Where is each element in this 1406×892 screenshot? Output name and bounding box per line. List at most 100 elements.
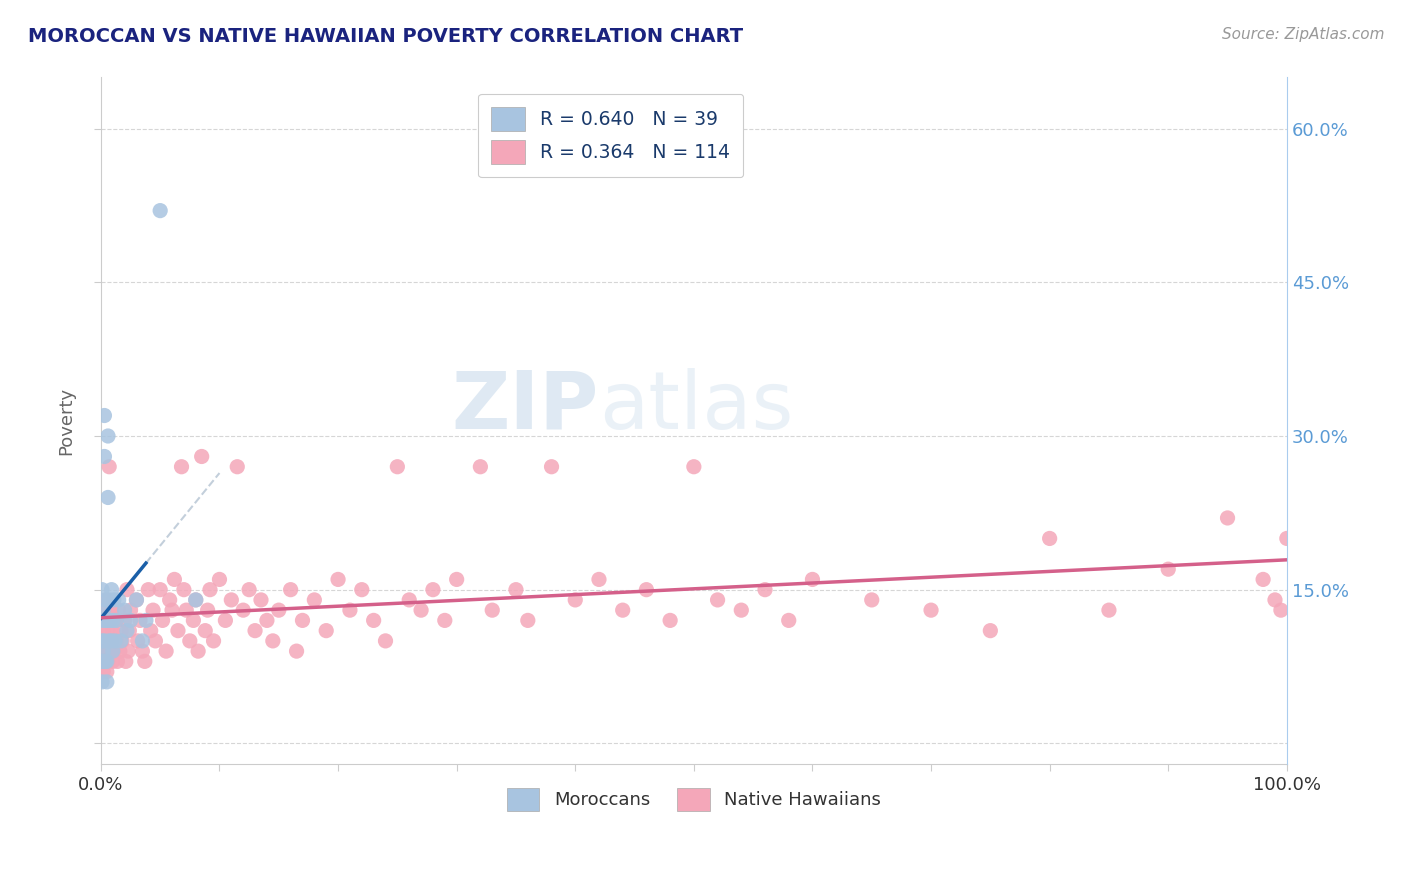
Point bbox=[1270, 603, 1292, 617]
Text: MOROCCAN VS NATIVE HAWAIIAN POVERTY CORRELATION CHART: MOROCCAN VS NATIVE HAWAIIAN POVERTY CORR… bbox=[28, 27, 744, 45]
Point bbox=[91, 614, 114, 628]
Point bbox=[363, 614, 385, 628]
Point bbox=[682, 459, 704, 474]
Point bbox=[104, 614, 127, 628]
Point bbox=[659, 614, 682, 628]
Point bbox=[94, 654, 117, 668]
Point bbox=[1098, 603, 1121, 617]
Point bbox=[96, 614, 118, 628]
Point bbox=[612, 603, 634, 617]
Point bbox=[208, 573, 231, 587]
Point bbox=[540, 459, 562, 474]
Point bbox=[202, 633, 225, 648]
Point bbox=[134, 654, 156, 668]
Point bbox=[163, 573, 186, 587]
Point bbox=[91, 614, 114, 628]
Point bbox=[100, 603, 122, 617]
Point bbox=[120, 614, 142, 628]
Point bbox=[97, 491, 120, 505]
Point bbox=[94, 614, 117, 628]
Point bbox=[145, 633, 167, 648]
Legend: Moroccans, Native Hawaiians: Moroccans, Native Hawaiians bbox=[494, 775, 894, 823]
Point bbox=[262, 633, 284, 648]
Point bbox=[198, 582, 221, 597]
Point bbox=[152, 614, 174, 628]
Point bbox=[214, 614, 236, 628]
Point bbox=[422, 582, 444, 597]
Text: Source: ZipAtlas.com: Source: ZipAtlas.com bbox=[1222, 27, 1385, 42]
Point bbox=[149, 582, 172, 597]
Point bbox=[103, 593, 125, 607]
Point bbox=[174, 603, 197, 617]
Point bbox=[93, 633, 115, 648]
Point bbox=[387, 459, 409, 474]
Point bbox=[920, 603, 942, 617]
Point bbox=[108, 644, 131, 658]
Point bbox=[100, 582, 122, 597]
Point bbox=[433, 614, 456, 628]
Point bbox=[131, 644, 153, 658]
Point bbox=[481, 603, 503, 617]
Point bbox=[291, 614, 314, 628]
Point bbox=[588, 573, 610, 587]
Point bbox=[398, 593, 420, 607]
Point bbox=[115, 582, 138, 597]
Point bbox=[243, 624, 266, 638]
Point bbox=[173, 582, 195, 597]
Point bbox=[142, 603, 165, 617]
Point bbox=[470, 459, 492, 474]
Point bbox=[190, 450, 212, 464]
Point bbox=[94, 654, 117, 668]
Point bbox=[194, 624, 217, 638]
Point bbox=[120, 603, 142, 617]
Point bbox=[149, 203, 172, 218]
Point bbox=[155, 644, 177, 658]
Point bbox=[374, 633, 396, 648]
Point bbox=[139, 624, 162, 638]
Point bbox=[103, 644, 125, 658]
Point bbox=[136, 582, 159, 597]
Point bbox=[91, 654, 114, 668]
Point bbox=[238, 582, 260, 597]
Point bbox=[221, 593, 243, 607]
Point bbox=[730, 603, 752, 617]
Point bbox=[105, 614, 128, 628]
Point bbox=[1039, 532, 1062, 546]
Point bbox=[127, 633, 149, 648]
Point bbox=[183, 614, 205, 628]
Point bbox=[167, 624, 190, 638]
Point bbox=[93, 603, 115, 617]
Point bbox=[98, 633, 121, 648]
Point bbox=[98, 614, 121, 628]
Point bbox=[100, 633, 122, 648]
Point bbox=[94, 614, 117, 628]
Point bbox=[1264, 593, 1286, 607]
Point bbox=[101, 614, 124, 628]
Point bbox=[339, 603, 361, 617]
Text: atlas: atlas bbox=[599, 368, 793, 446]
Point bbox=[801, 573, 824, 587]
Point bbox=[256, 614, 278, 628]
Point bbox=[250, 593, 273, 607]
Point bbox=[754, 582, 776, 597]
Point bbox=[636, 582, 658, 597]
Text: ZIP: ZIP bbox=[451, 368, 599, 446]
Point bbox=[97, 624, 120, 638]
Point bbox=[91, 644, 114, 658]
Point bbox=[226, 459, 249, 474]
Point bbox=[91, 665, 114, 679]
Point bbox=[91, 633, 114, 648]
Point bbox=[197, 603, 219, 617]
Point bbox=[96, 665, 118, 679]
Point bbox=[326, 573, 349, 587]
Point bbox=[160, 603, 183, 617]
Point bbox=[505, 582, 527, 597]
Point bbox=[1157, 562, 1180, 576]
Point bbox=[315, 624, 337, 638]
Point bbox=[232, 603, 254, 617]
Point bbox=[409, 603, 432, 617]
Point bbox=[98, 633, 121, 648]
Point bbox=[184, 593, 207, 607]
Point bbox=[107, 603, 129, 617]
Point bbox=[1251, 573, 1274, 587]
